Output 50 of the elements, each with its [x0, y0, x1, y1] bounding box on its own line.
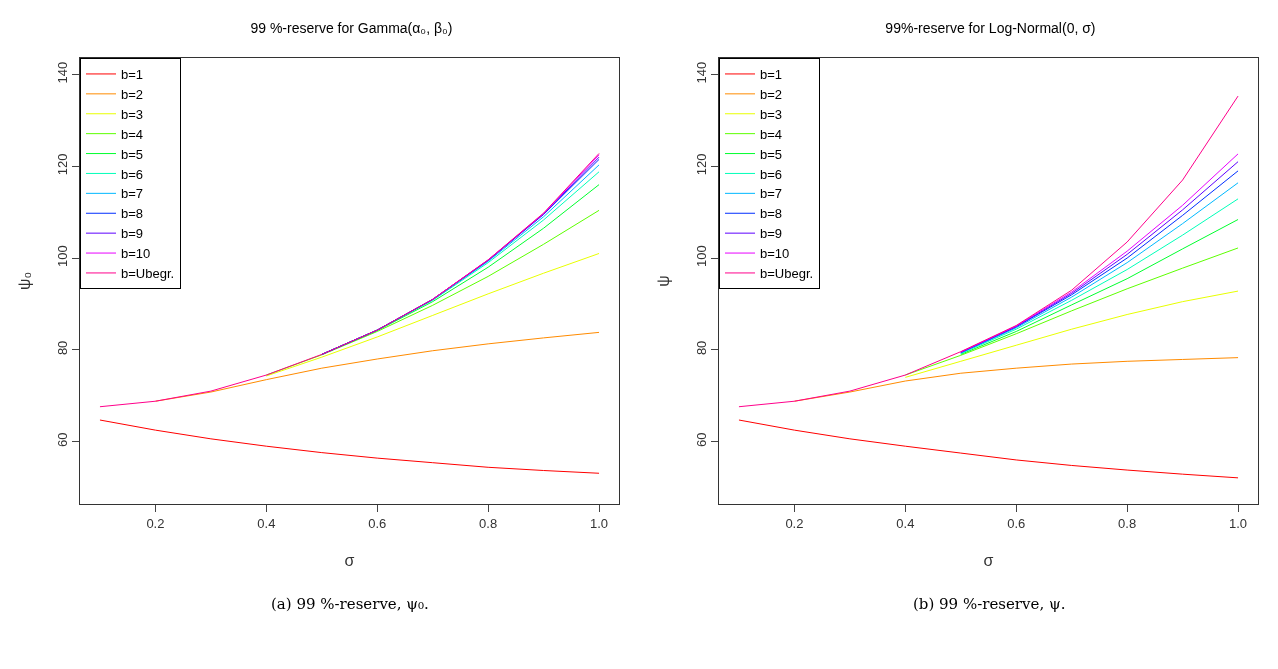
x-tick-label: 0.8	[1118, 515, 1137, 531]
legend-label: b=6	[760, 166, 783, 182]
x-tick-label: 0.2	[785, 515, 804, 531]
legend-label: b=9	[121, 226, 144, 242]
y-tick-label: 80	[693, 340, 709, 356]
text: (a) 99 %-reserve, ψ₀.	[271, 595, 429, 613]
y-tick-label: 60	[693, 432, 709, 447]
legend-label: b=Ubegr.	[760, 266, 814, 282]
x-tick-label: 0.2	[146, 515, 165, 531]
y-axis-title: ψ₀	[15, 271, 33, 291]
legend-label: b=9	[760, 226, 783, 242]
x-tick-label: 0.8	[479, 515, 498, 531]
x-axis-title: σ	[983, 552, 994, 570]
legend-label: b=8	[121, 206, 144, 222]
x-tick-label: 0.4	[896, 515, 915, 531]
y-tick-label: 140	[693, 61, 709, 84]
legend-label: b=4	[760, 126, 783, 142]
y-tick-label: 60	[54, 432, 70, 447]
legend-label: b=3	[121, 106, 144, 122]
y-tick-label: 120	[693, 153, 709, 176]
x-tick-label: 1.0	[590, 515, 609, 531]
legend-label: b=Ubegr.	[121, 266, 175, 282]
legend-label: b=7	[760, 186, 783, 202]
legend-label: b=1	[121, 67, 144, 83]
y-axis-title: ψ	[654, 275, 672, 287]
x-tick-label: 0.4	[257, 515, 276, 531]
y-tick-label: 100	[693, 245, 709, 267]
chart-title: 99 %-reserve for Gamma(α₀, β₀)	[250, 20, 453, 37]
legend-label: b=2	[121, 86, 144, 102]
legend-label: b=3	[760, 106, 783, 122]
legend-label: b=5	[121, 146, 144, 162]
x-tick-label: 0.6	[368, 515, 387, 531]
x-tick-label: 0.6	[1007, 515, 1026, 531]
chart-title: 99%-reserve for Log-Normal(0, σ)	[885, 20, 1096, 37]
y-tick-label: 120	[54, 153, 70, 176]
legend-label: b=5	[760, 146, 783, 162]
legend-label: b=7	[121, 186, 144, 202]
text: (b) 99 %-reserve, ψ.	[913, 595, 1066, 613]
x-tick-label: 1.0	[1229, 515, 1248, 531]
x-axis-title: σ	[344, 552, 355, 570]
legend-label: b=10	[760, 246, 790, 262]
y-tick-label: 80	[54, 340, 70, 356]
legend-label: b=10	[121, 246, 151, 262]
y-tick-label: 100	[54, 245, 70, 267]
legend-label: b=6	[121, 166, 144, 182]
legend-label: b=8	[760, 206, 783, 222]
legend-label: b=4	[121, 126, 144, 142]
legend-label: b=2	[760, 86, 783, 102]
y-tick-label: 140	[54, 61, 70, 84]
legend-label: b=1	[760, 67, 783, 83]
